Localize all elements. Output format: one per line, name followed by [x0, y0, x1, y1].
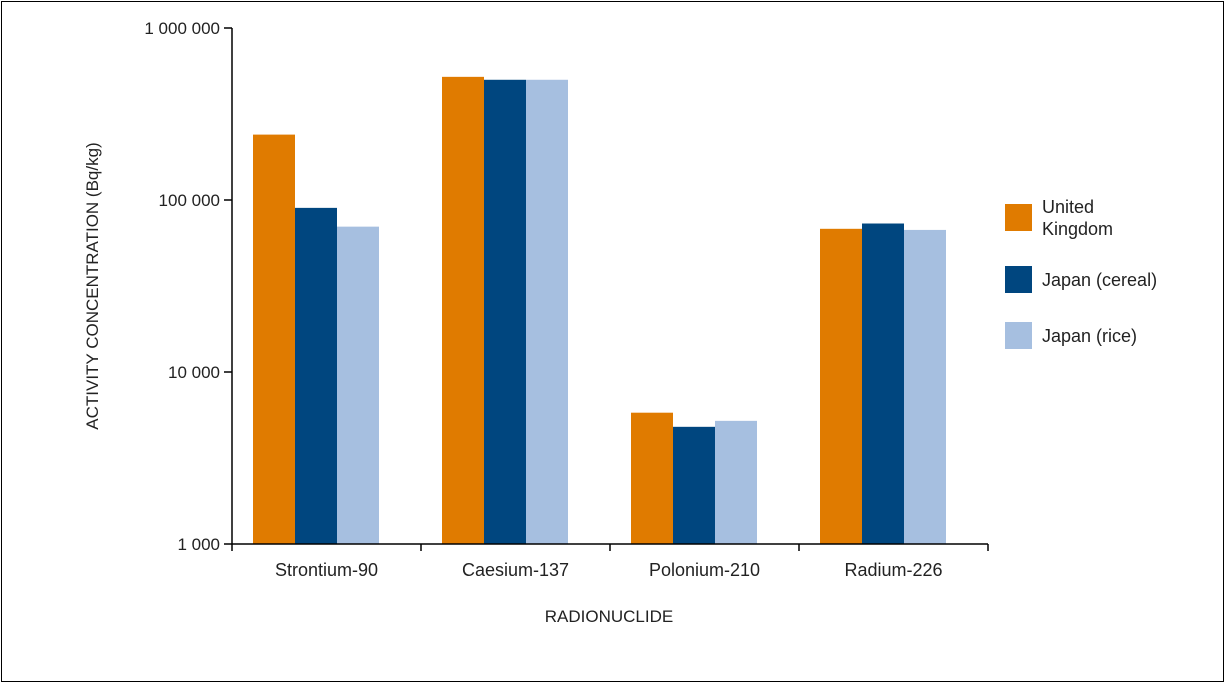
bar-radium-226-japan-rice- — [904, 229, 946, 544]
bar-strontium-90-united-kingdom — [253, 134, 295, 544]
x-tick-label: Strontium-90 — [275, 560, 378, 580]
y-tick-label: 10 000 — [168, 363, 220, 382]
legend-swatch — [1005, 266, 1032, 293]
x-axis-title: RADIONUCLIDE — [545, 607, 673, 626]
bar-radium-226-united-kingdom — [820, 228, 862, 544]
bar-caesium-137-united-kingdom — [442, 76, 484, 545]
y-tick-label: 1 000 — [177, 535, 220, 554]
bar-polonium-210-united-kingdom — [631, 412, 673, 544]
y-axis-title: ACTIVITY CONCENTRATION (Bq/kg) — [83, 142, 102, 429]
y-tick-label: 1 000 000 — [144, 19, 220, 38]
x-tick-label: Caesium-137 — [462, 560, 569, 580]
bars-group — [253, 76, 946, 545]
legend-label: Japan (cereal) — [1042, 270, 1157, 290]
legend-swatch — [1005, 322, 1032, 349]
bar-strontium-90-japan-cereal- — [295, 207, 337, 544]
bar-caesium-137-japan-rice- — [526, 79, 568, 544]
y-tick-label: 100 000 — [159, 191, 220, 210]
legend-label: United Kingdom — [1042, 197, 1113, 239]
x-ticks-group: Strontium-90 Caesium-137 Polonium-210 Radiu… — [231, 544, 989, 580]
x-tick-label: Polonium-210 — [649, 560, 760, 580]
legend-swatch — [1005, 204, 1032, 231]
bar-polonium-210-japan-rice- — [715, 420, 757, 544]
bar-radium-226-japan-cereal- — [862, 223, 904, 544]
bar-polonium-210-japan-cereal- — [673, 426, 715, 544]
legend: United Kingdom Japan (cereal) Japan (rice) — [1005, 197, 1157, 349]
x-tick-label: Radium-226 — [844, 560, 942, 580]
y-ticks-group: 1 000 10 000 100 000 1 000 000 — [144, 19, 232, 554]
bar-strontium-90-japan-rice- — [337, 226, 379, 545]
bar-caesium-137-japan-cereal- — [484, 79, 526, 544]
legend-label: Japan (rice) — [1042, 326, 1137, 346]
